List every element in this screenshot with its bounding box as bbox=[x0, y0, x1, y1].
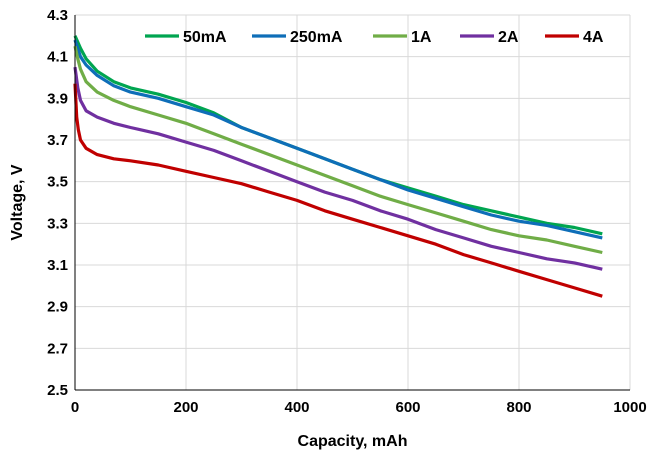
legend: 50mA 250mA 1A 2A 4A bbox=[145, 29, 604, 46]
legend-item-1a: 1A bbox=[373, 29, 432, 46]
x-tick-label: 800 bbox=[506, 399, 531, 416]
series-line-50ma bbox=[73, 35, 603, 236]
legend-item-50ma: 50mA bbox=[145, 29, 227, 46]
x-axis-title: Capacity, mAh bbox=[298, 433, 408, 450]
legend-label: 1A bbox=[411, 29, 432, 46]
y-tick-label: 2.7 bbox=[47, 340, 68, 357]
series-line-1a bbox=[73, 45, 603, 255]
y-tick-label: 3.3 bbox=[47, 215, 68, 232]
y-tick-label: 3.5 bbox=[47, 174, 68, 191]
legend-label: 2A bbox=[498, 29, 519, 46]
y-tick-label: 4.3 bbox=[47, 7, 68, 24]
y-tick-label: 4.1 bbox=[47, 49, 68, 66]
legend-item-2a: 2A bbox=[460, 29, 519, 46]
series-line-4a bbox=[73, 83, 603, 298]
y-axis-title: Voltage, V bbox=[9, 164, 26, 240]
x-tick-label: 600 bbox=[395, 399, 420, 416]
series-line-250ma bbox=[73, 39, 603, 240]
y-tick-label: 2.9 bbox=[47, 299, 68, 316]
series-lines bbox=[73, 35, 603, 298]
x-tick-label: 1000 bbox=[613, 399, 646, 416]
series-line-2a bbox=[73, 66, 603, 271]
legend-label: 50mA bbox=[183, 29, 227, 46]
y-tick-label: 3.1 bbox=[47, 257, 68, 274]
legend-label: 4A bbox=[583, 29, 604, 46]
y-tick-label: 3.7 bbox=[47, 132, 68, 149]
x-tick-labels: 0 200 400 600 800 1000 bbox=[71, 399, 647, 416]
y-tick-label: 2.5 bbox=[47, 382, 68, 399]
x-tick-label: 400 bbox=[284, 399, 309, 416]
gridlines bbox=[74, 14, 631, 391]
legend-label: 250mA bbox=[290, 29, 343, 46]
legend-item-250ma: 250mA bbox=[252, 29, 343, 46]
x-tick-label: 200 bbox=[173, 399, 198, 416]
y-tick-labels: 2.5 2.7 2.9 3.1 3.3 3.5 3.7 3.9 4.1 4.3 bbox=[47, 7, 68, 399]
x-tick-label: 0 bbox=[71, 399, 79, 416]
y-tick-label: 3.9 bbox=[47, 90, 68, 107]
legend-item-4a: 4A bbox=[545, 29, 604, 46]
